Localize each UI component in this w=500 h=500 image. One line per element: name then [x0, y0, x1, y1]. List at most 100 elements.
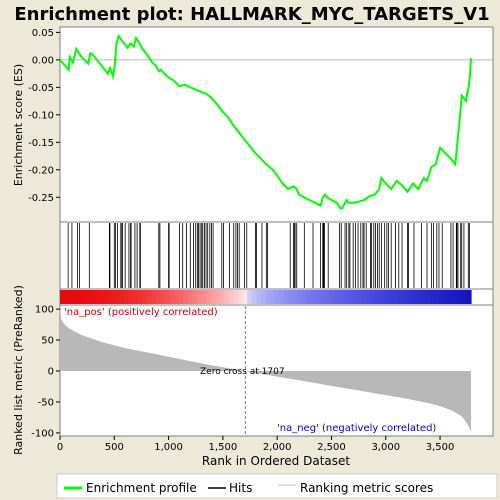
heatbar-segment [101, 290, 107, 304]
x-tick-label: 1,000 [154, 442, 183, 453]
heatbar-segment [356, 290, 362, 304]
heatbar-segment [242, 290, 248, 304]
heatbar-segment [78, 290, 84, 304]
heatbar-segment [393, 290, 399, 304]
heatbar-segment [429, 290, 436, 304]
enrichment-profile-line [59, 34, 472, 210]
heatbar-segment [183, 290, 189, 304]
rank-y-tick-label: 50 [41, 336, 54, 347]
neg-correlated-label: 'na_neg' (negatively correlated) [277, 423, 436, 434]
heatbar-segment [352, 290, 358, 304]
heatbar-segment [160, 290, 166, 304]
heatbar-segment [165, 290, 171, 304]
es-y-tick-label: 0.05 [32, 28, 54, 39]
heatbar-segment [439, 290, 445, 304]
heatbar-segment [452, 290, 458, 304]
heatbar-segment [142, 290, 148, 304]
heatbar-segment [105, 290, 111, 304]
heatbar-segment [443, 290, 449, 304]
enrichment-panel [59, 26, 494, 223]
es-y-axis-label: Enrichment score (ES) [12, 64, 25, 186]
heatbar-segment [91, 290, 98, 304]
rank-heatbar [60, 290, 472, 304]
heatbar-segment [96, 290, 102, 304]
heatbar-segment [434, 290, 440, 304]
heatbar-segment [329, 290, 335, 304]
x-axis: 0 500 1,000 1,500 2,000 2,500 3,000 3,500 [57, 436, 455, 453]
es-y-tick-label: -0.15 [28, 138, 54, 149]
heatbar-segment [60, 290, 66, 304]
heatbar-segment [379, 290, 385, 304]
es-y-axis: 0.05 0.00 -0.05 -0.10 -0.15 -0.20 -0.25 [28, 28, 60, 204]
chart-title: Enrichment plot: HALLMARK_MYC_TARGETS_V1 [14, 4, 489, 25]
legend-label-profile: Enrichment profile [86, 481, 197, 495]
heatbar-segment [334, 290, 340, 304]
x-tick-label: 2,000 [263, 442, 292, 453]
pos-correlated-label: 'na_pos' (positively correlated) [64, 307, 218, 318]
rank-y-tick-label: 0 [48, 367, 54, 378]
heatbar-segment [457, 290, 463, 304]
heatbar-segment [288, 290, 294, 304]
heatbar-segment [169, 290, 175, 304]
x-tick-label: 3,500 [426, 442, 455, 453]
es-y-tick-label: -0.05 [28, 83, 54, 94]
heatbar-segment [114, 290, 120, 304]
hits-group [67, 223, 470, 288]
heatbar-segment [251, 290, 257, 304]
heatbar-segment [174, 290, 180, 304]
heatbar-segment [279, 290, 285, 304]
heatbar-segment [283, 290, 289, 304]
heatbar-segment [461, 290, 468, 304]
es-y-tick-label: -0.25 [28, 193, 54, 204]
heatbar-segment [302, 290, 308, 304]
heatbar-segment [64, 290, 70, 304]
heatbar-segment [292, 290, 299, 304]
heatbar-segment [388, 290, 394, 304]
heatbar-segment [224, 290, 230, 304]
es-y-tick-label: 0.00 [32, 55, 54, 66]
heatbar-segment [256, 290, 262, 304]
es-y-tick-label: -0.10 [28, 110, 54, 121]
heatbar-segment [448, 290, 454, 304]
rank-y-tick-label: -100 [31, 428, 54, 439]
heatbar-segment [397, 290, 404, 304]
heatbar-segment [375, 290, 381, 304]
rank-y-tick-label: -50 [38, 397, 54, 408]
heatbar-segment [128, 290, 134, 304]
ranking-metric-group [60, 306, 471, 436]
heatbar-segment [365, 290, 372, 304]
heatbar-segment [133, 290, 139, 304]
x-tick-label: 2,500 [317, 442, 346, 453]
heatbar-segment [228, 290, 235, 304]
heatbar-segment [265, 290, 271, 304]
heatbar-segment [137, 290, 143, 304]
x-tick-label: 500 [105, 442, 124, 453]
hits-panel [59, 221, 494, 290]
heatbar-segment [315, 290, 321, 304]
heatbar-segment [69, 290, 75, 304]
es-y-tick-label: -0.20 [28, 165, 54, 176]
heatbar-segment [425, 290, 431, 304]
heatbar-segment [219, 290, 225, 304]
heatbar-segment [416, 290, 422, 304]
heatbar-segment [123, 290, 130, 304]
heatbar-segment [270, 290, 276, 304]
x-tick-label: 0 [57, 442, 63, 453]
legend-label-ranking: Ranking metric scores [300, 481, 433, 495]
heatbar-segment [247, 290, 253, 304]
legend-box [56, 473, 498, 499]
heatbar-segment [347, 290, 353, 304]
heatbar-segment [411, 290, 417, 304]
heatbar-segment [384, 290, 390, 304]
rank-y-tick-label: 100 [35, 305, 54, 316]
heatbar-segment [311, 290, 317, 304]
heatbar-segment [370, 290, 376, 304]
heatbar-segment [320, 290, 326, 304]
heatbar-segment [210, 290, 216, 304]
heatbar-segment [274, 290, 280, 304]
x-tick-label: 1,500 [209, 442, 238, 453]
heatbar-segment [197, 290, 203, 304]
heatbar-segment [119, 290, 125, 304]
heatbar-segment [110, 290, 116, 304]
